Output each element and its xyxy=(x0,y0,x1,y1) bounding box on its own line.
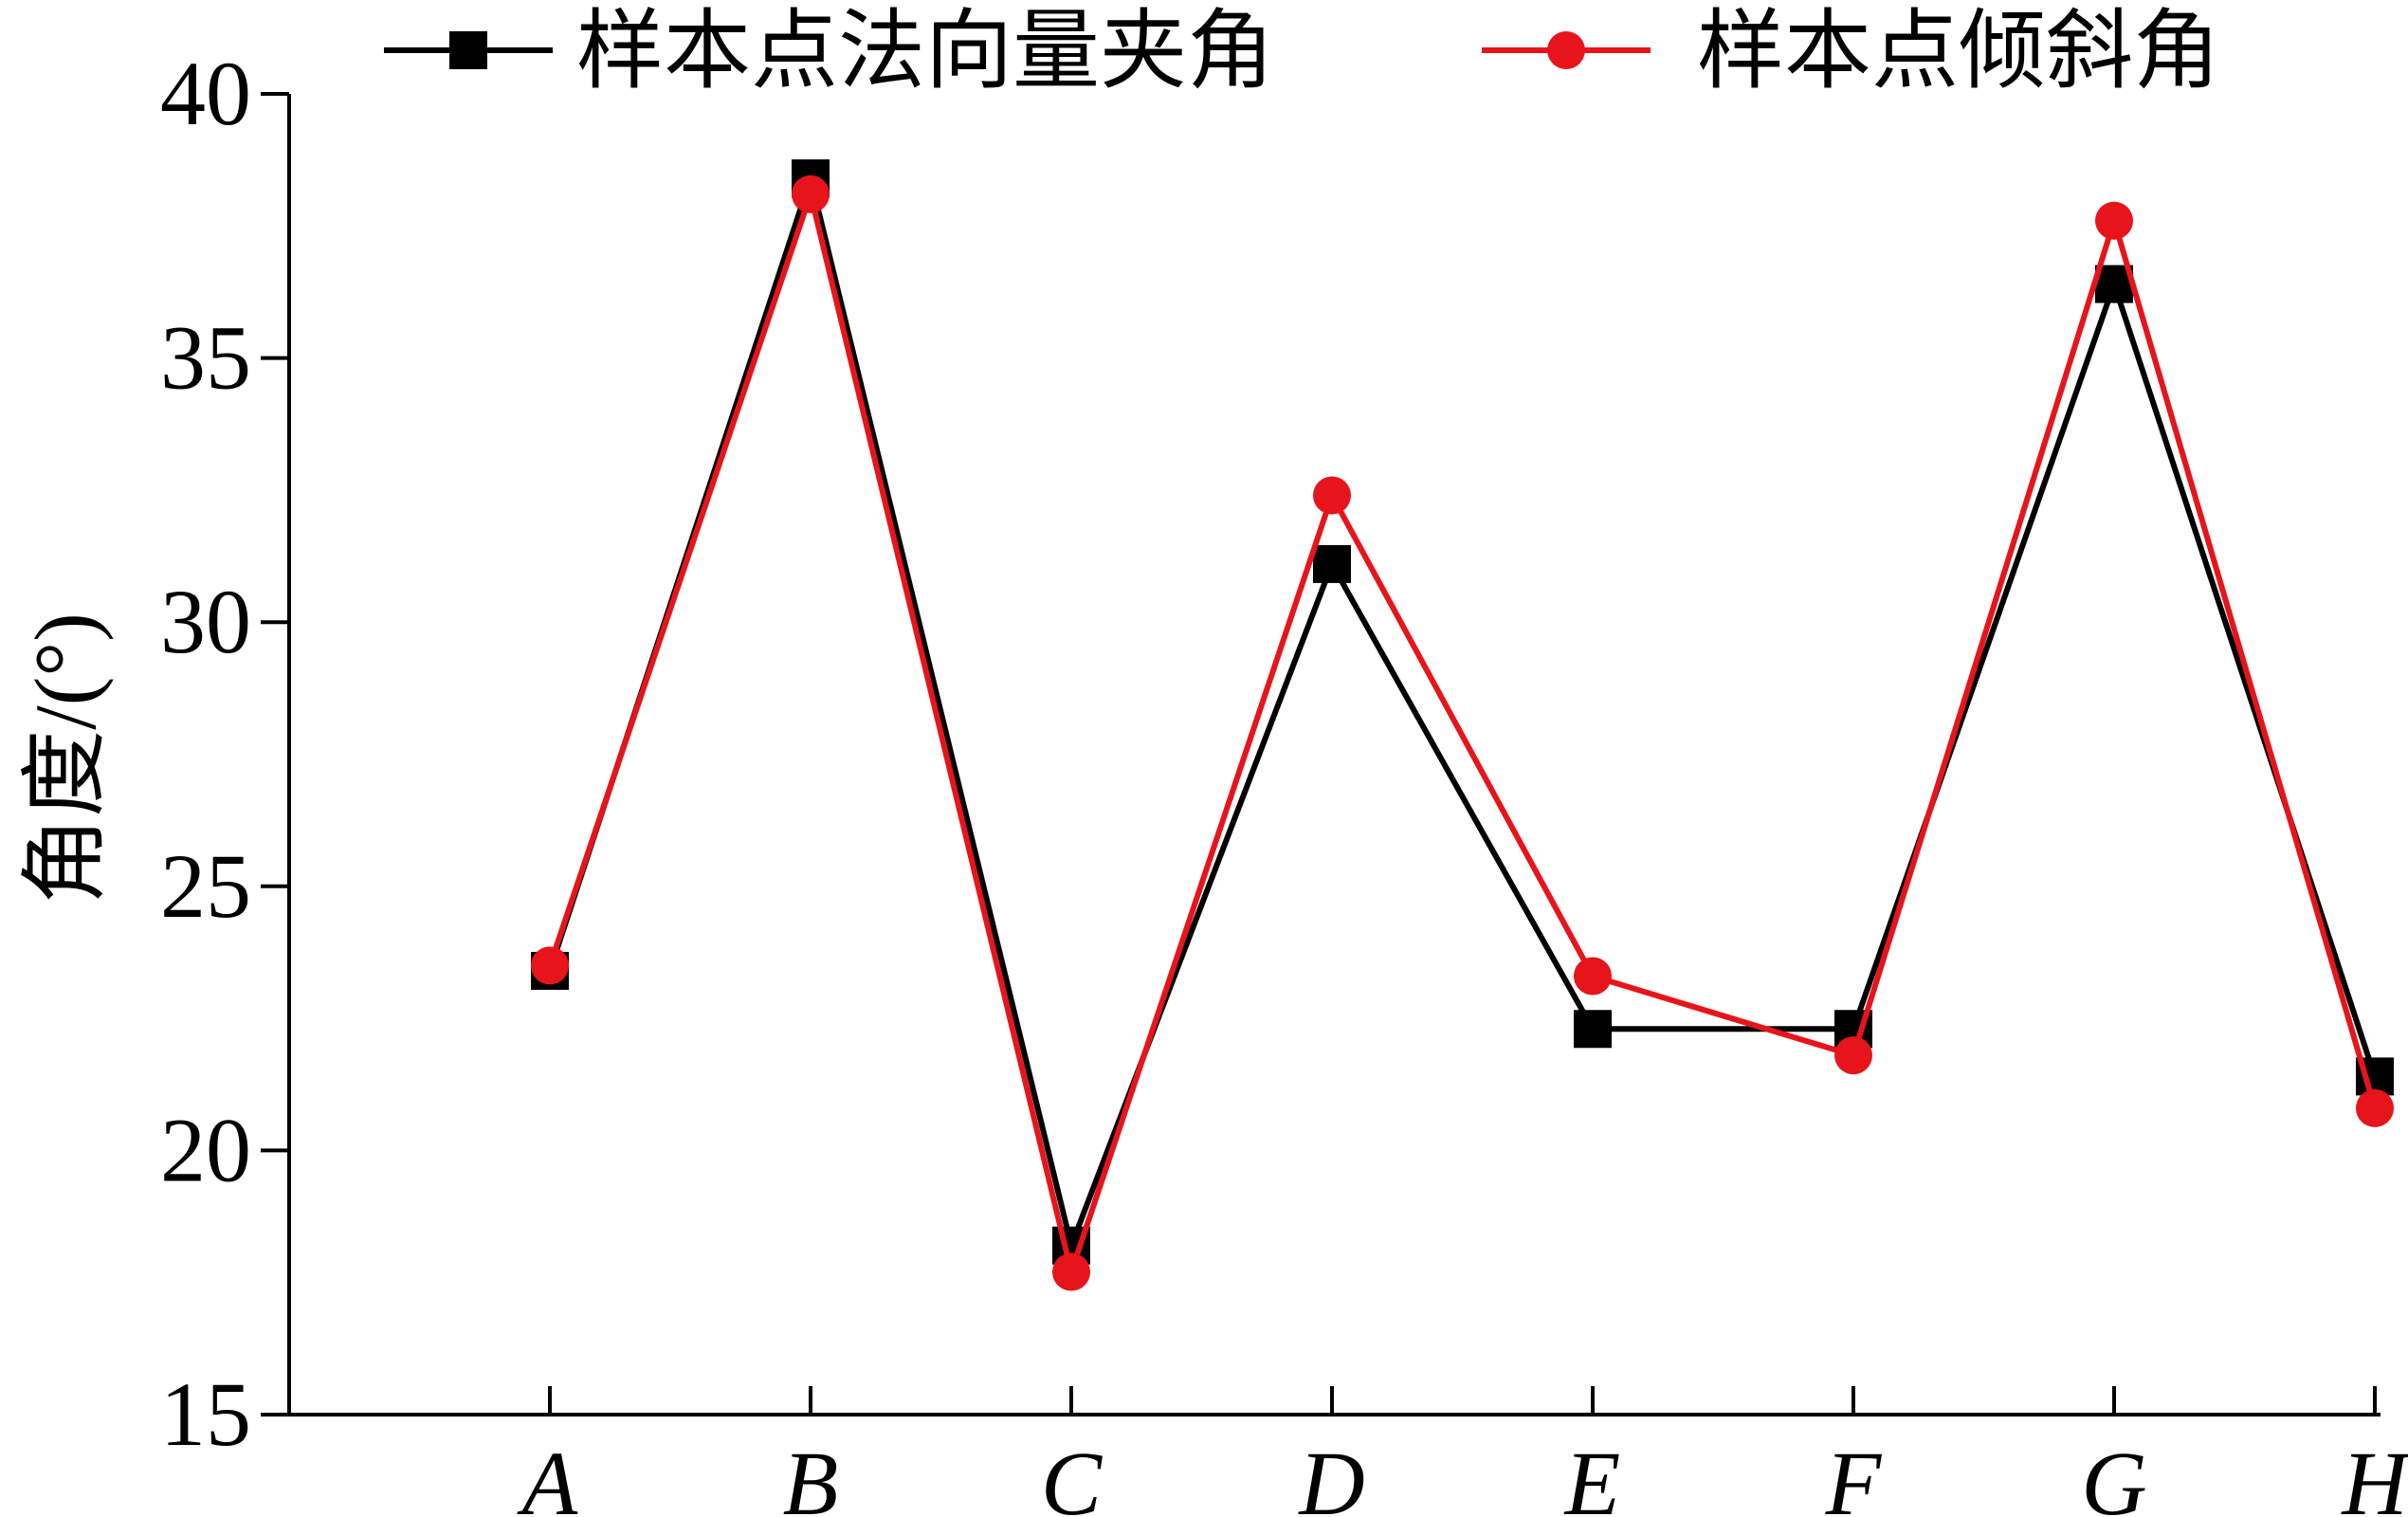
legend: 样本点法向量夹角 样本点倾斜角 xyxy=(384,3,2220,100)
y-tick-label: 25 xyxy=(160,835,251,937)
axes: 15 20 25 30 35 40 A B C D E F G H xyxy=(160,43,2408,1517)
data-point xyxy=(2356,1088,2394,1127)
y-tick-label: 35 xyxy=(160,307,251,409)
data-point xyxy=(1574,1010,1612,1049)
y-tick-label: 40 xyxy=(160,43,251,144)
legend-marker xyxy=(449,31,487,69)
data-point xyxy=(1052,1252,1090,1291)
x-tick-label: D xyxy=(1297,1433,1364,1517)
legend-item: 样本点法向量夹角 xyxy=(384,3,1274,100)
data-point xyxy=(531,946,569,985)
legend-label: 样本点倾斜角 xyxy=(1697,3,2220,100)
x-tick-label: H xyxy=(2340,1433,2408,1517)
series-1 xyxy=(531,159,2394,1265)
series-2 xyxy=(531,174,2394,1291)
data-point xyxy=(1313,544,1351,583)
legend-marker xyxy=(1547,31,1585,69)
y-tick-label: 30 xyxy=(160,571,251,672)
data-point xyxy=(1574,957,1612,996)
series-line xyxy=(547,184,2378,1283)
y-tick-label: 20 xyxy=(160,1099,251,1200)
data-point xyxy=(1313,476,1351,515)
x-tick-label: A xyxy=(517,1433,578,1517)
series-group xyxy=(531,159,2394,1291)
y-tick-label: 15 xyxy=(160,1363,251,1465)
x-tick-label: G xyxy=(2081,1433,2146,1517)
data-point xyxy=(1834,1036,1872,1075)
legend-label: 样本点法向量夹角 xyxy=(576,3,1274,100)
data-point xyxy=(792,174,830,213)
x-tick-label: E xyxy=(1563,1433,1621,1517)
x-tick-label: F xyxy=(1825,1433,1883,1517)
y-axis-label: 角度/(°) xyxy=(17,612,114,905)
x-tick-label: C xyxy=(1041,1433,1103,1517)
data-point xyxy=(2095,201,2133,240)
series-line xyxy=(547,168,2378,1255)
legend-item: 样本点倾斜角 xyxy=(1482,3,2220,100)
x-tick-label: B xyxy=(783,1433,839,1517)
